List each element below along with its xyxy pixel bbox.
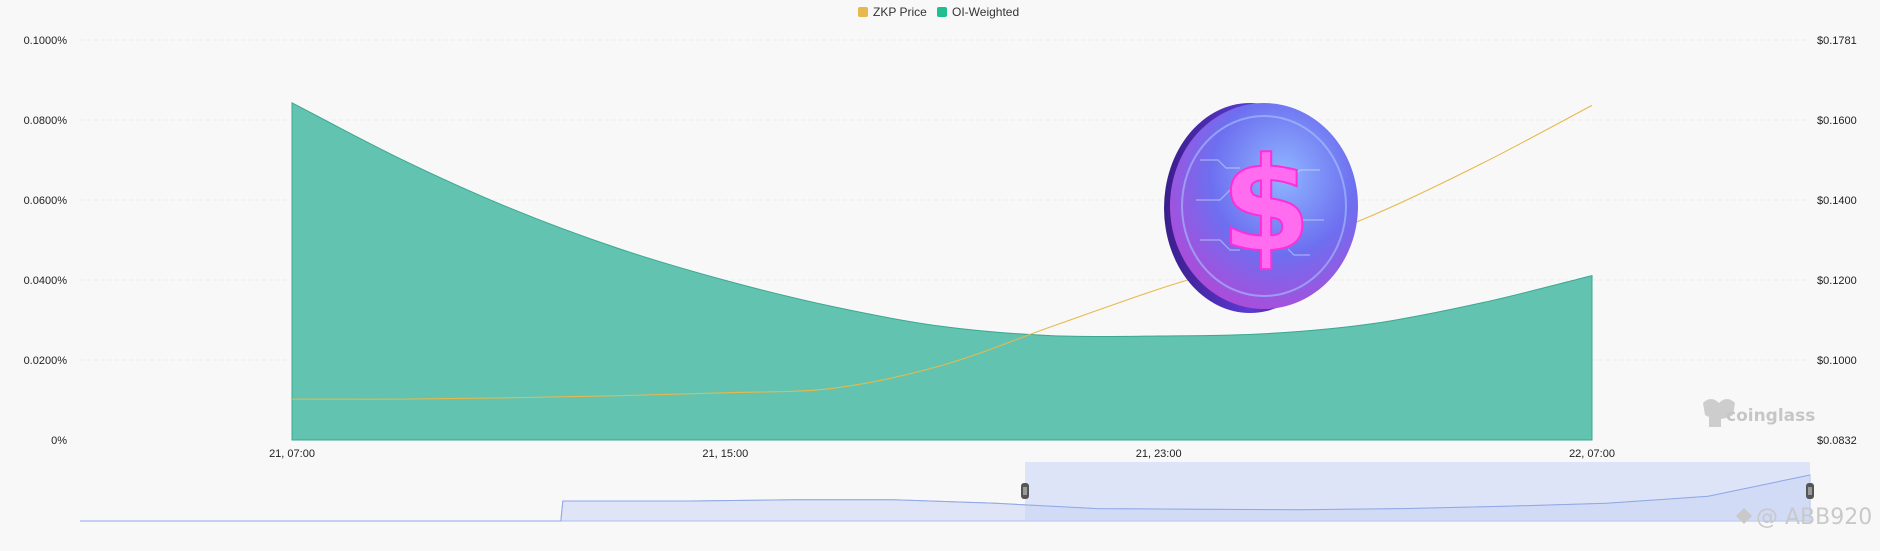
coinglass-watermark: coinglass <box>1703 399 1815 427</box>
left-axis-tick-label: 0.0200% <box>24 355 68 367</box>
left-axis-tick-label: 0.1000% <box>24 35 68 47</box>
left-axis-tick-label: 0.0600% <box>24 195 68 207</box>
oi-weighted-area[interactable] <box>291 101 1593 441</box>
binance-square-icon <box>1736 508 1752 524</box>
right-axis-tick-label: $0.1600 <box>1817 115 1857 127</box>
coinglass-logo-icon <box>1703 399 1735 427</box>
x-axis-tick-label: 22, 07:00 <box>1569 448 1615 460</box>
svg-text:$: $ <box>1221 129 1311 281</box>
right-axis-tick-label: $0.1200 <box>1817 275 1857 287</box>
left-axis-ticks: 0% 0.0200% 0.0400% 0.0600% 0.0800% 0.1000% <box>24 35 68 447</box>
left-axis-tick-label: 0% <box>51 435 67 447</box>
left-axis-tick-label: 0.0400% <box>24 275 68 287</box>
x-axis-tick-label: 21, 07:00 <box>269 448 315 460</box>
range-navigator[interactable] <box>80 462 1814 522</box>
x-axis-tick-label: 21, 23:00 <box>1136 448 1182 460</box>
legend-swatch-zkp-price <box>858 7 868 17</box>
right-axis-tick-label: $0.1781 <box>1817 35 1857 47</box>
left-axis-tick-label: 0.0800% <box>24 115 68 127</box>
right-axis-tick-label: $0.1400 <box>1817 195 1857 207</box>
navigator-selection[interactable] <box>1025 462 1810 521</box>
author-watermark-text: @ ABB920 <box>1756 505 1872 530</box>
author-watermark: @ ABB920 <box>1736 505 1872 530</box>
navigator-right-handle[interactable] <box>1806 483 1814 499</box>
legend-swatch-oi-weighted <box>937 7 947 17</box>
x-axis-ticks: 21, 07:00 21, 15:00 21, 23:00 22, 07:00 <box>269 448 1615 460</box>
right-axis-ticks: $0.0832 $0.1000 $0.1200 $0.1400 $0.1600 $0.17… <box>1817 35 1857 447</box>
navigator-left-handle[interactable] <box>1021 483 1029 499</box>
zkp-price-line[interactable] <box>291 104 1593 400</box>
legend-label-zkp-price[interactable]: ZKP Price <box>873 5 927 19</box>
right-axis-tick-label: $0.1000 <box>1817 355 1857 367</box>
right-axis-tick-label: $0.0832 <box>1817 435 1857 447</box>
legend-label-oi-weighted[interactable]: OI-Weighted <box>952 5 1019 19</box>
dollar-coin-icon: $ <box>1164 103 1358 313</box>
coinglass-watermark-text: coinglass <box>1726 406 1815 426</box>
legend[interactable]: ZKP Price OI-Weighted <box>858 5 1019 19</box>
x-axis-tick-label: 21, 15:00 <box>702 448 748 460</box>
navigator-line <box>80 474 1811 522</box>
